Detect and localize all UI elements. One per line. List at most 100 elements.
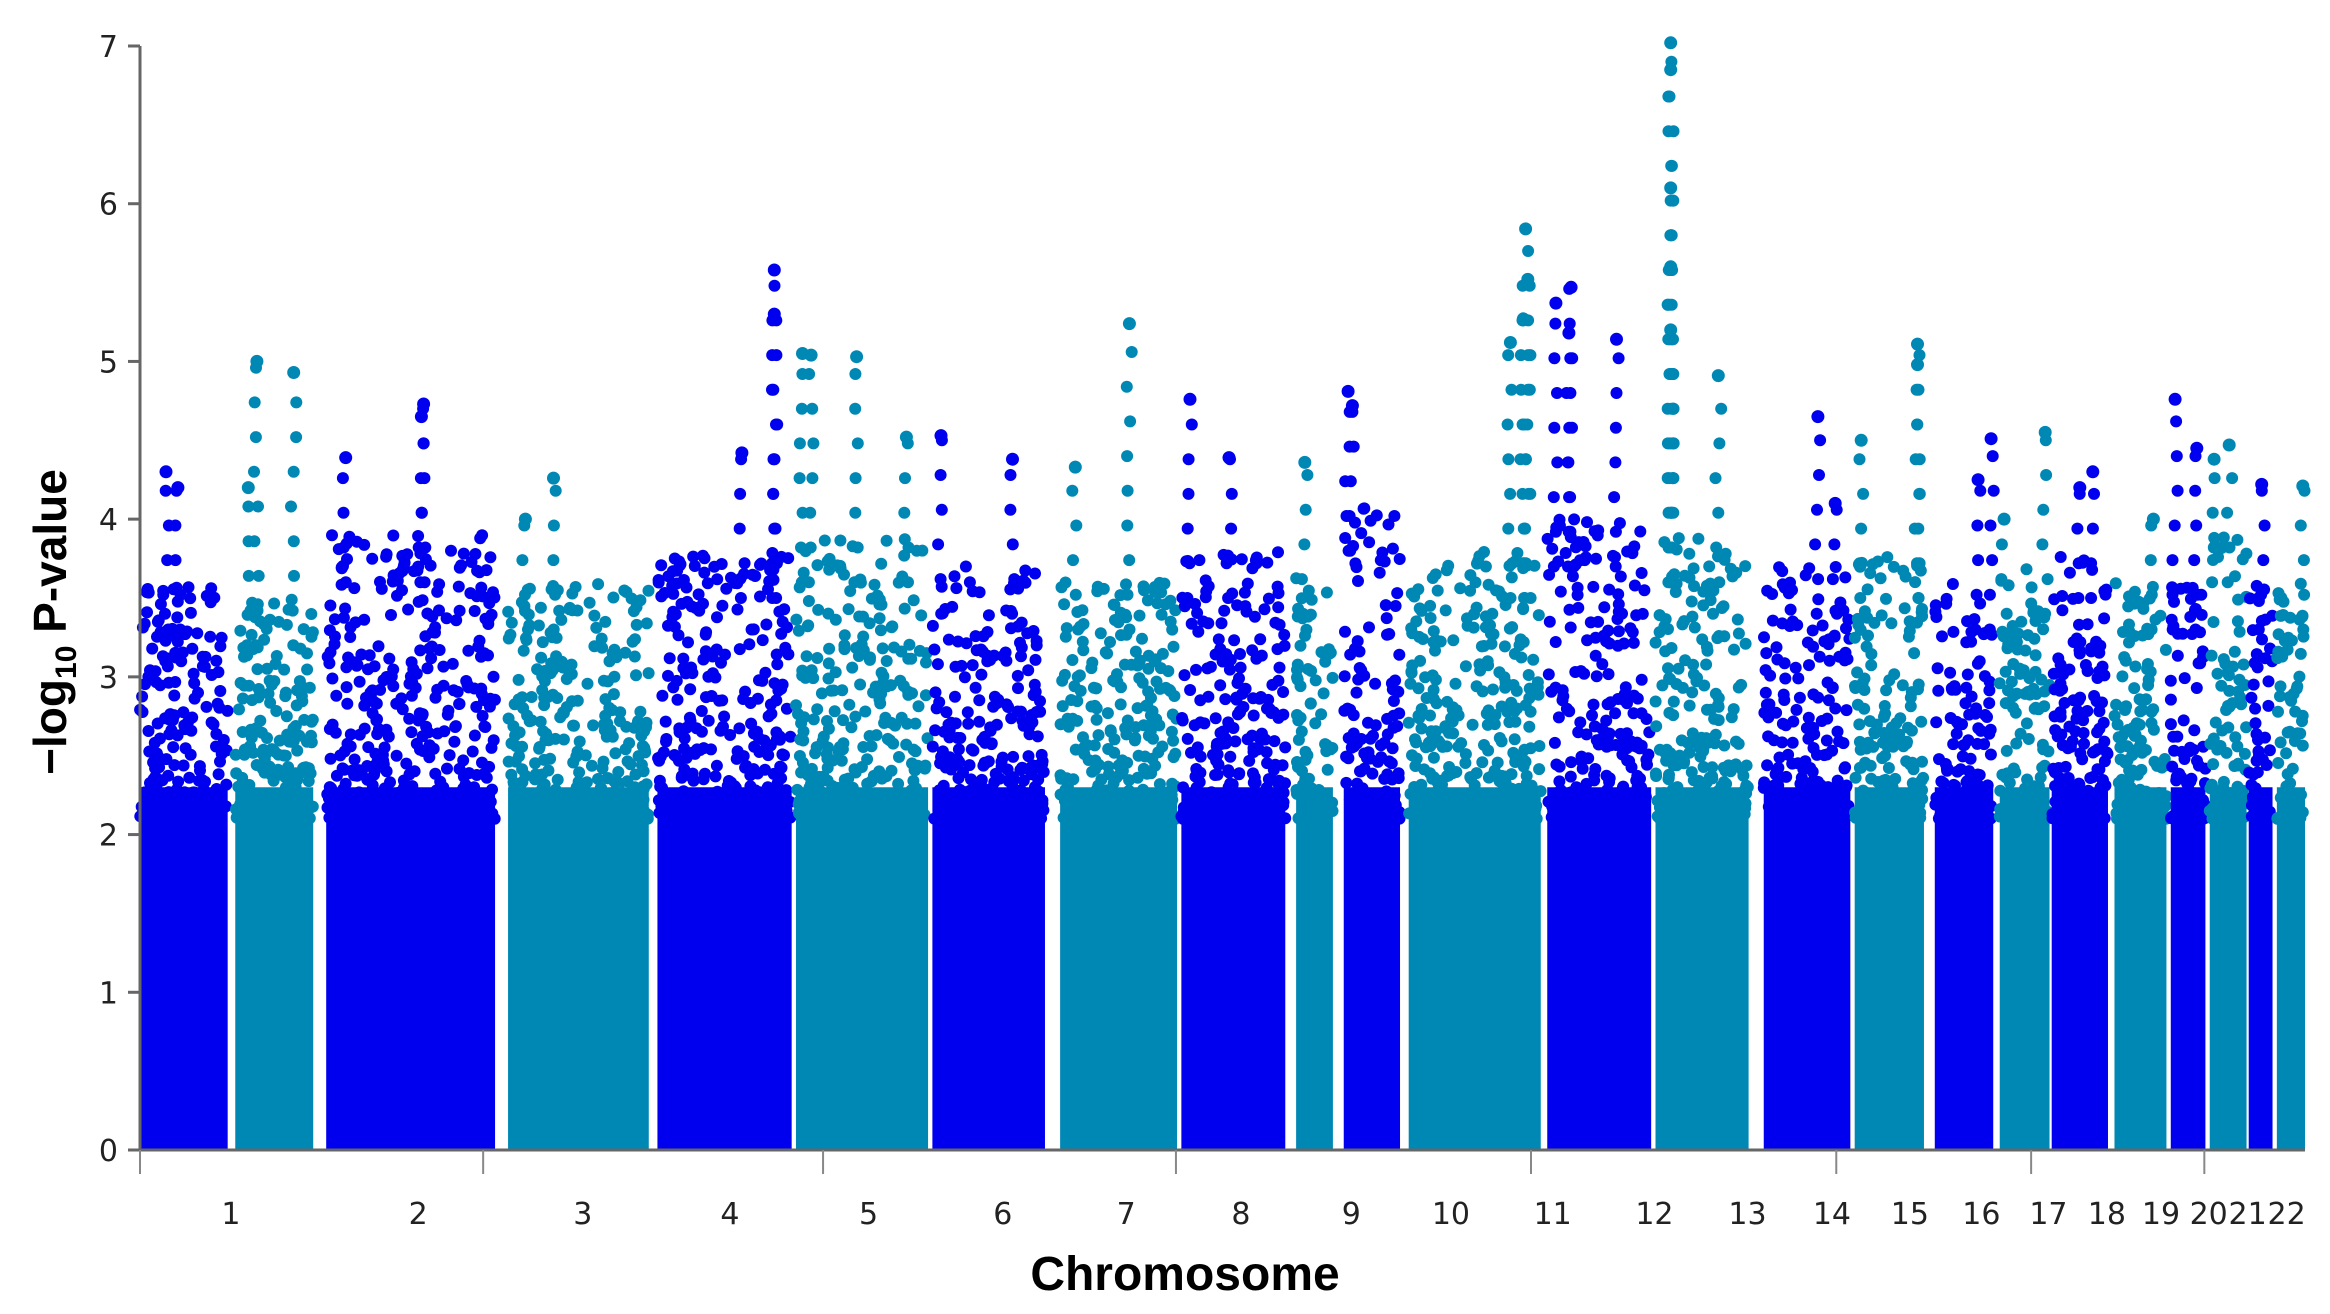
snp-point — [1612, 352, 1625, 365]
peak-point — [1006, 452, 1019, 466]
snp-point — [1374, 554, 1387, 567]
snp-point — [1521, 807, 1534, 820]
peak-point — [1345, 399, 1359, 413]
snp-point — [429, 767, 442, 780]
snp-point — [2281, 768, 2294, 781]
snp-point — [322, 792, 335, 805]
snp-point — [1121, 450, 1134, 463]
peak-point — [547, 471, 560, 485]
snp-point — [1343, 793, 1356, 806]
snp-point — [1272, 790, 1285, 803]
chromosome-4-points — [652, 263, 797, 1150]
snp-point — [1490, 584, 1502, 597]
snp-point — [2027, 606, 2040, 619]
snp-point — [1958, 738, 1971, 751]
snp-point — [1071, 606, 1084, 618]
snp-point — [554, 711, 567, 724]
snp-point — [372, 640, 385, 653]
snp-point — [2205, 778, 2218, 791]
snp-point — [1182, 453, 1195, 466]
snp-point — [1371, 755, 1384, 768]
snp-point — [230, 803, 242, 816]
snp-point — [536, 636, 549, 649]
snp-point — [1015, 705, 1027, 718]
snp-point — [2288, 797, 2301, 810]
snp-point — [1379, 599, 1392, 612]
snp-point — [1608, 491, 1621, 504]
snp-point — [811, 559, 824, 572]
snp-point — [183, 771, 196, 784]
snp-point — [1885, 721, 1898, 734]
snp-point — [2263, 744, 2276, 757]
snp-point — [1383, 628, 1396, 640]
dense-points — [1060, 787, 1178, 1150]
snp-point — [1241, 577, 1254, 590]
snp-point — [1470, 601, 1483, 614]
peak-point — [1711, 369, 1725, 383]
snp-point — [1677, 757, 1690, 770]
snp-point — [873, 593, 886, 606]
snp-point — [1888, 668, 1901, 681]
snp-point — [221, 704, 234, 717]
snp-point — [520, 803, 533, 816]
snp-point — [291, 744, 304, 757]
snp-point — [1363, 621, 1375, 634]
snp-point — [1995, 573, 2008, 586]
snp-point — [260, 622, 273, 635]
snp-point — [2073, 618, 2085, 631]
snp-point — [1424, 612, 1437, 624]
snp-point — [1768, 800, 1781, 813]
snp-point — [159, 634, 172, 647]
snp-point — [718, 710, 731, 723]
snp-point — [1547, 560, 1560, 573]
snp-point — [892, 576, 905, 589]
snp-point — [1983, 588, 1996, 601]
snp-point — [1035, 812, 1048, 825]
snp-point — [1073, 801, 1086, 814]
snp-point — [912, 700, 925, 713]
snp-point — [1994, 803, 2007, 816]
snp-point — [1806, 624, 1819, 637]
snp-point — [168, 689, 181, 702]
snp-point — [1150, 675, 1163, 688]
snp-point — [1811, 503, 1823, 516]
snp-point — [441, 708, 454, 721]
snp-point — [767, 383, 780, 396]
snp-point — [979, 757, 992, 770]
peak-point — [1664, 36, 1678, 50]
snp-point — [809, 747, 822, 760]
snp-point — [1264, 806, 1276, 819]
snp-point — [1545, 685, 1558, 698]
snp-point — [2220, 746, 2233, 759]
snp-point — [1181, 732, 1194, 745]
snp-point — [1786, 584, 1798, 597]
snp-point — [1660, 804, 1673, 817]
snp-point — [765, 707, 778, 720]
snp-point — [1077, 812, 1090, 824]
snp-point — [668, 552, 681, 565]
snp-point — [1565, 756, 1578, 769]
snp-point — [838, 639, 851, 652]
snp-point — [142, 725, 155, 737]
snp-point — [248, 465, 260, 478]
snp-point — [2128, 682, 2141, 695]
snp-point — [1807, 640, 1820, 653]
snp-point — [1902, 630, 1915, 643]
snp-point — [717, 720, 729, 733]
snp-point — [1441, 695, 1454, 708]
snp-point — [1612, 625, 1625, 638]
snp-point — [2123, 590, 2135, 603]
snp-point — [1978, 670, 1991, 683]
snp-point — [874, 624, 887, 637]
snp-point — [2251, 766, 2264, 779]
snp-point — [1464, 812, 1477, 825]
snp-point — [421, 607, 434, 620]
snp-point — [804, 506, 817, 519]
snp-point — [1881, 811, 1894, 824]
snp-point — [1609, 421, 1622, 434]
snp-point — [1853, 453, 1866, 466]
snp-point — [1291, 671, 1303, 684]
snp-point — [160, 812, 173, 825]
snp-point — [1524, 349, 1537, 362]
snp-point — [626, 635, 639, 648]
